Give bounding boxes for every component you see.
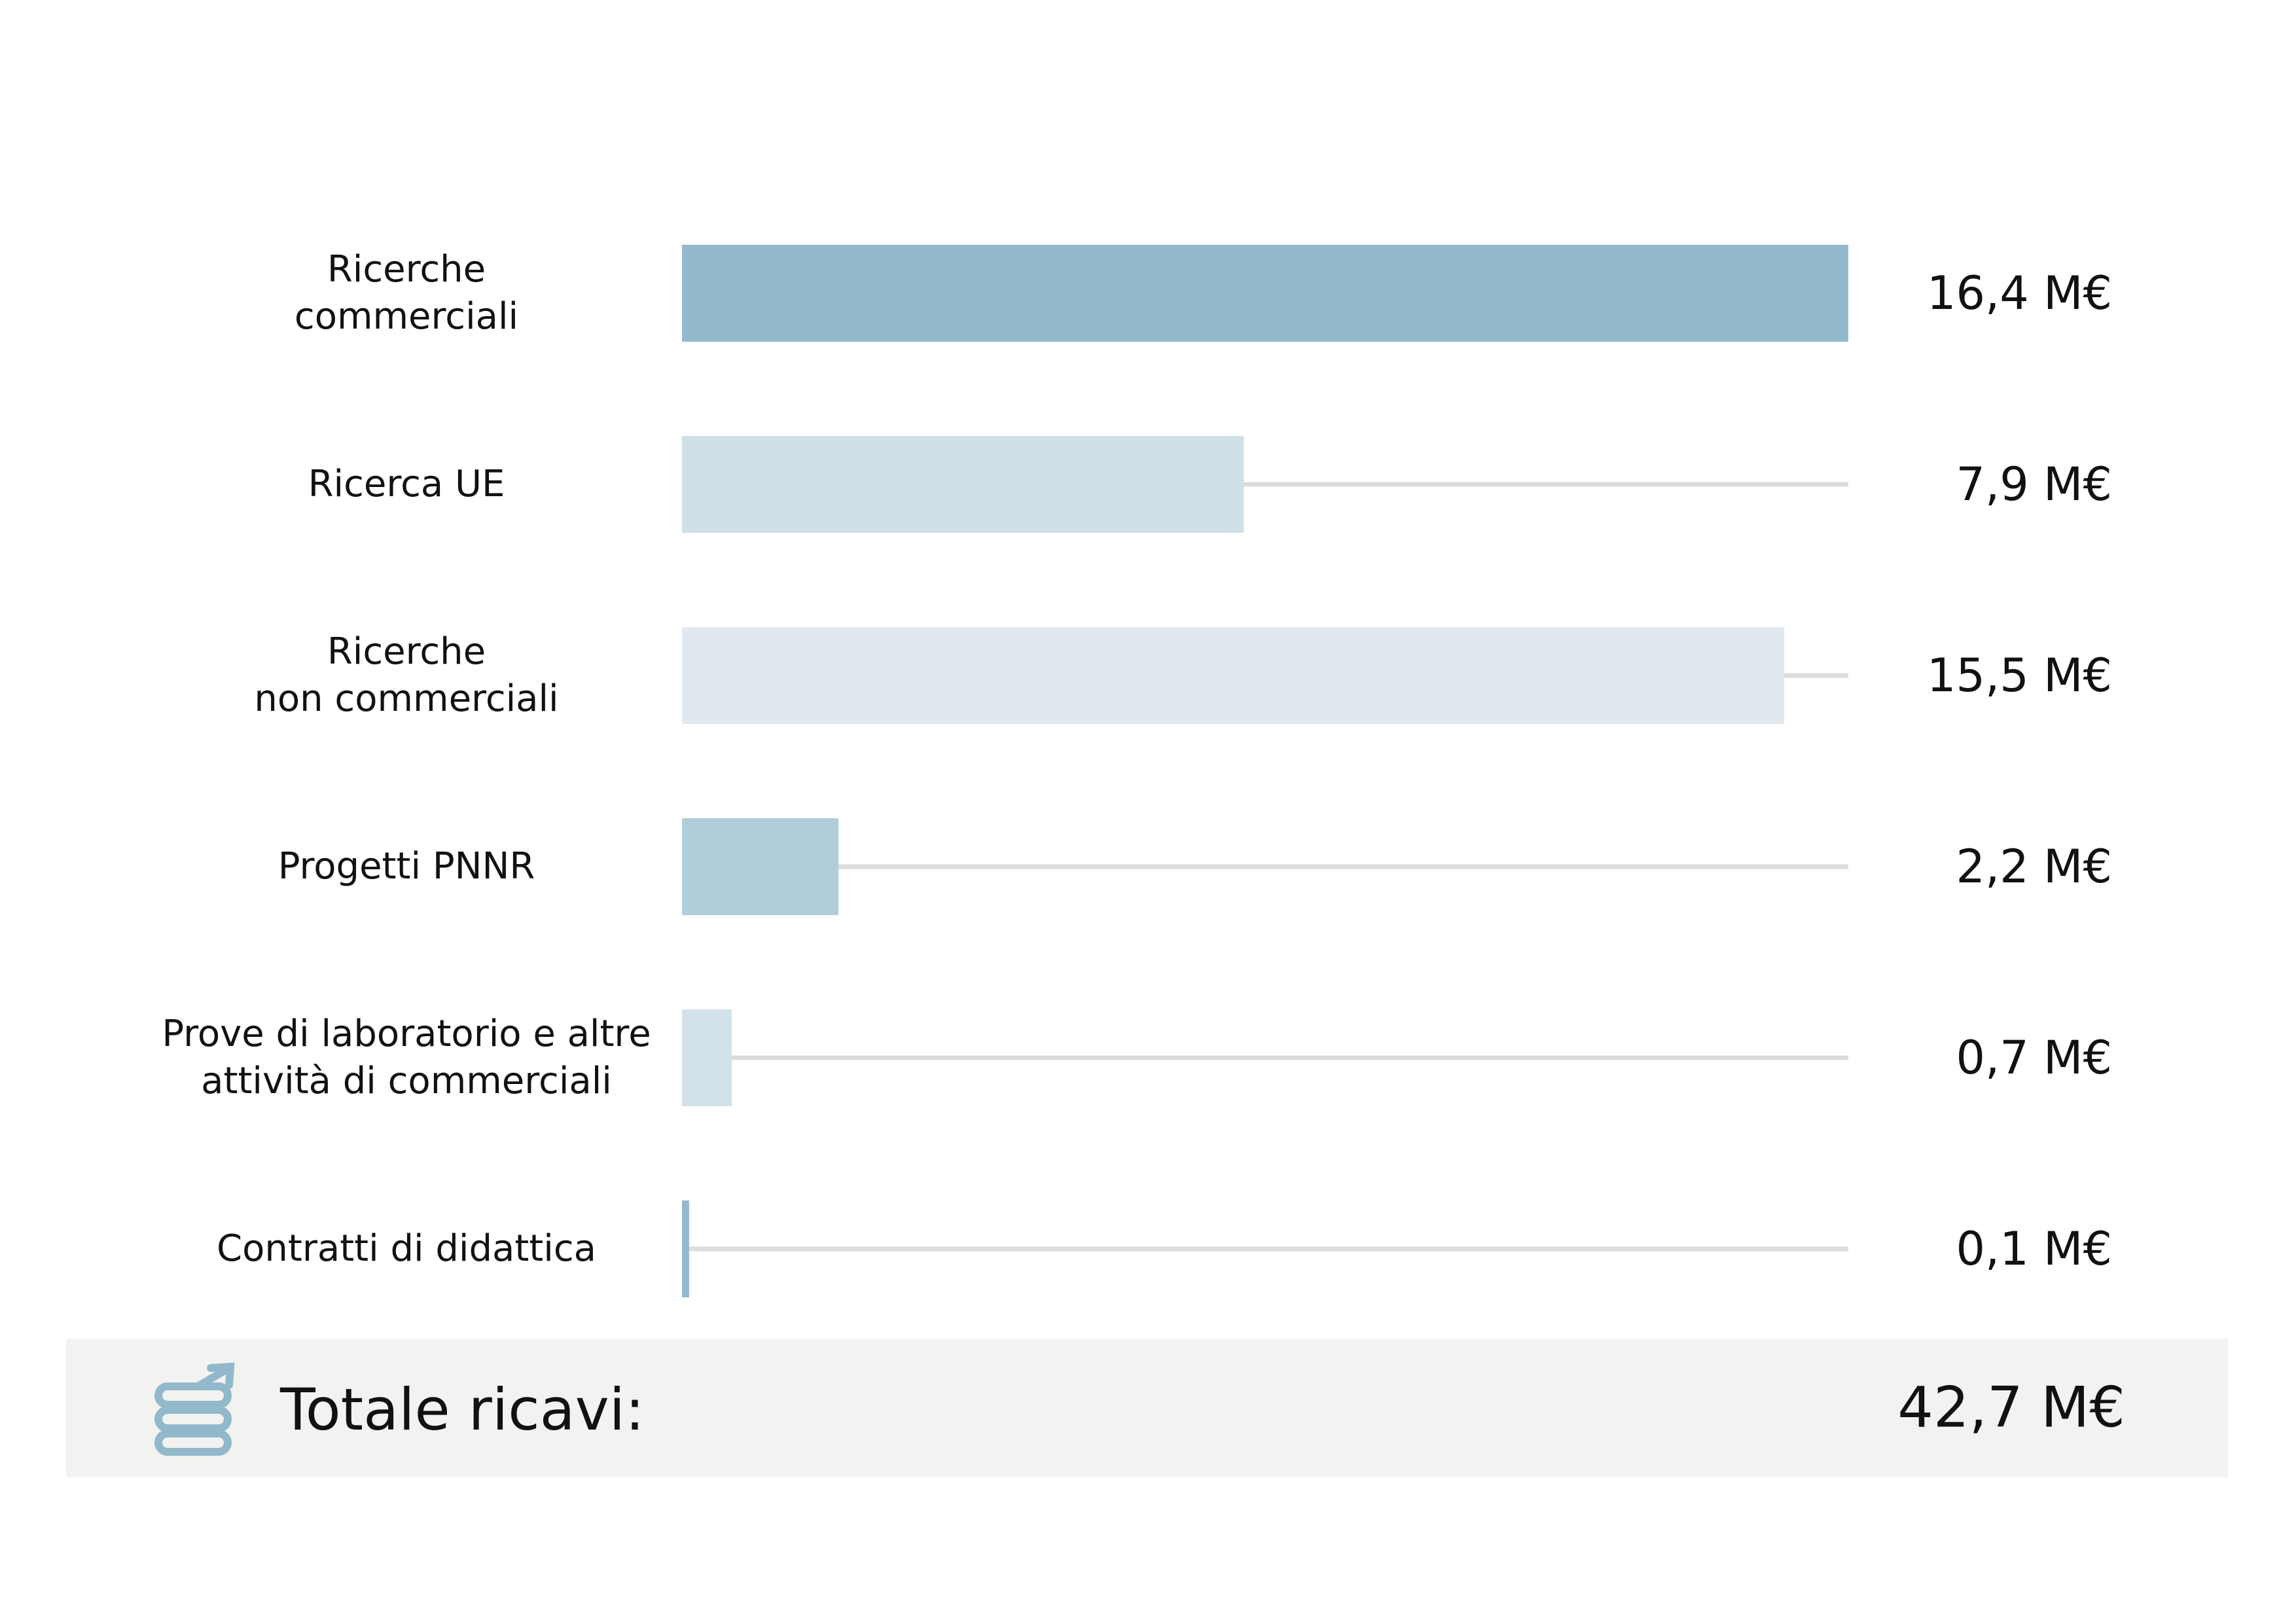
category-label: Prove di laboratorio e altre attività di… xyxy=(162,1013,651,1102)
total-band xyxy=(66,1339,2228,1477)
bar xyxy=(682,1200,689,1297)
value-label: 0,7 M€ xyxy=(1956,1031,2112,1085)
total-icon xyxy=(154,1362,235,1456)
category-label: Ricerche non commerciali xyxy=(254,630,559,720)
value-label: 7,9 M€ xyxy=(1956,458,2112,511)
total-value: 42,7 M€ xyxy=(1897,1375,2125,1440)
total-label: Totale ricavi: xyxy=(279,1376,645,1443)
bar xyxy=(682,627,1785,724)
value-label: 2,2 M€ xyxy=(1956,840,2112,893)
bar xyxy=(682,245,1848,342)
category-label: Ricerche commerciali xyxy=(294,248,519,338)
value-label: 0,1 M€ xyxy=(1956,1222,2112,1276)
bar xyxy=(682,436,1244,533)
value-label: 16,4 M€ xyxy=(1926,266,2112,320)
category-label: Ricerca UE xyxy=(308,463,505,505)
bar xyxy=(682,818,839,915)
category-label: Progetti PNNR xyxy=(278,845,535,888)
bar xyxy=(682,1009,732,1106)
category-label: Contratti di didattica xyxy=(217,1227,596,1270)
value-label: 15,5 M€ xyxy=(1926,649,2112,702)
